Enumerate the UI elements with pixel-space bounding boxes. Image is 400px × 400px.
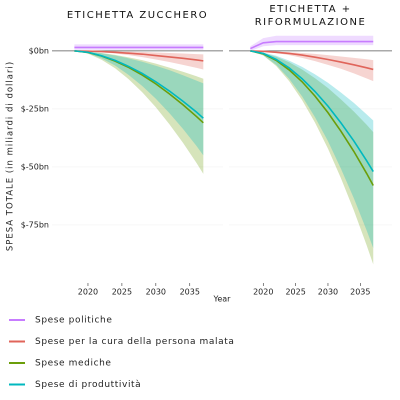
x-tick-label: 2035: [180, 288, 200, 297]
confidence-band: [250, 50, 374, 265]
series-line: [250, 50, 374, 71]
series-line: [250, 50, 374, 173]
confidence-band: [74, 50, 204, 70]
legend-label: Spese politiche: [35, 316, 113, 326]
confidence-band: [74, 50, 204, 174]
confidence-band: [250, 50, 374, 249]
x-tick-label: 2020: [253, 288, 273, 297]
legend-label: Spese per la cura della persona malata: [35, 337, 234, 347]
x-tick-label: 2035: [350, 288, 370, 297]
series-line: [74, 50, 204, 62]
y-tick-label: $-50bn: [21, 162, 49, 171]
legend-label: Spese mediche: [35, 359, 112, 369]
confidence-band: [74, 50, 204, 156]
panel-title: ETICHETTA + RIFORMULAZIONE: [254, 4, 367, 28]
y-axis-label: SPESA TOTALE (in miliardi di dollari): [6, 61, 16, 251]
confidence-band: [250, 35, 374, 51]
legend-label: Spese di produttività: [35, 380, 141, 390]
series-line: [250, 40, 374, 50]
y-tick-label: $-25bn: [21, 104, 49, 113]
x-tick-label: 2030: [146, 288, 166, 297]
x-tick-label: 2025: [285, 288, 305, 297]
x-tick-label: 2030: [318, 288, 338, 297]
series-line: [74, 50, 204, 119]
panel-title: ETICHETTA ZUCCHERO: [66, 10, 209, 21]
x-tick-label: 2025: [112, 288, 132, 297]
y-tick-label: $-75bn: [21, 220, 49, 229]
y-tick-label: $0bn: [29, 46, 49, 55]
confidence-band: [250, 50, 374, 82]
x-axis-label: Year: [213, 295, 232, 304]
x-tick-label: 2020: [78, 288, 98, 297]
